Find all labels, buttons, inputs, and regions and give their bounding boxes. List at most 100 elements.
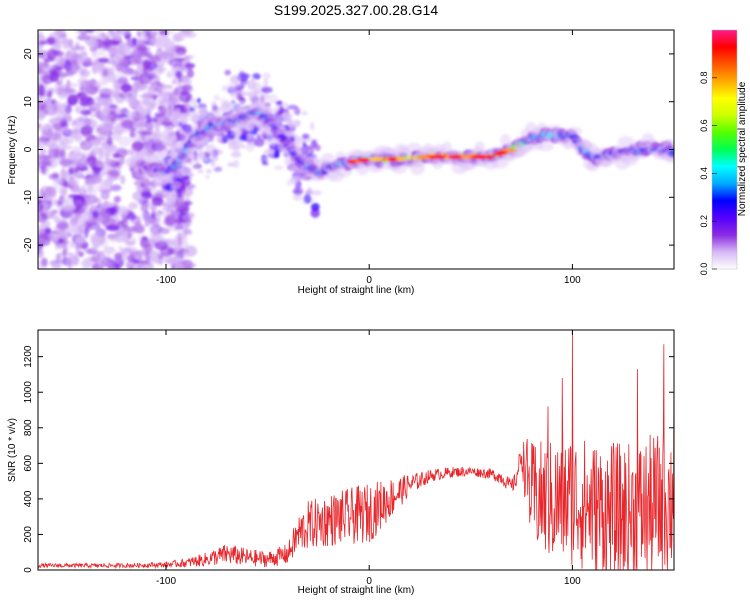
spectrogram-cell xyxy=(114,252,123,259)
snr-y-axis-label: SNR (10 * v/v) xyxy=(7,418,18,482)
spectrogram-cell xyxy=(78,30,89,36)
colorbar: 0.0 0.2 0.4 0.6 0.8 Normalized spectral ampl… xyxy=(699,29,748,276)
spectrogram-cell xyxy=(295,146,310,158)
spectrogram-cell xyxy=(39,200,53,210)
spectrogram-cell xyxy=(100,253,114,263)
snr-y-ticks: 0 200 400 600 800 1000 1200 xyxy=(23,345,674,573)
spectrogram-cell xyxy=(99,208,112,218)
spectrogram-cell xyxy=(140,211,147,218)
spectrogram-cell xyxy=(38,237,47,244)
spectrogram-cell xyxy=(96,163,106,168)
spectrogram-cell xyxy=(221,85,228,92)
spectrogram-cell xyxy=(174,57,186,62)
spectrogram-cell xyxy=(260,93,270,102)
spectrogram-cell xyxy=(86,96,93,102)
spectrogram-cell xyxy=(293,107,301,116)
spectrogram-cell xyxy=(252,73,261,80)
spectrogram-cell xyxy=(182,262,196,268)
spectrogram-cell xyxy=(109,184,122,192)
spectrogram-cell xyxy=(115,147,128,159)
spectrogram-cell xyxy=(204,151,211,158)
x-tick-label: 100 xyxy=(564,275,581,286)
spectrogram-cell xyxy=(224,69,231,76)
spectrogram-cell xyxy=(83,84,91,96)
spectrogram-cell xyxy=(135,220,142,230)
spectrogram-cell xyxy=(135,113,146,121)
spectrogram-cell xyxy=(173,218,184,224)
spectrogram-cell xyxy=(112,81,117,93)
spectrogram-cell xyxy=(183,31,197,38)
spectrogram-cell xyxy=(181,83,192,91)
spectrogram-cell xyxy=(230,99,236,105)
snr-x-ticks: -100 0 100 xyxy=(156,330,581,587)
spectrogram-cell xyxy=(104,158,117,166)
spectrogram-cell xyxy=(181,102,193,114)
spectrogram-y-ticks: -20 -10 0 10 20 xyxy=(23,48,674,252)
spectrogram-cell xyxy=(286,104,299,110)
spectrogram-cell xyxy=(40,51,49,56)
spectrogram-cell xyxy=(53,215,60,224)
spectrogram-cell xyxy=(39,265,48,269)
spectrogram-cell xyxy=(139,50,153,57)
spectrogram-cell xyxy=(86,30,95,34)
spectrogram-cell xyxy=(46,141,57,147)
spectrogram-cell xyxy=(140,190,152,199)
spectrogram-cell xyxy=(109,30,114,34)
spectrogram-cell xyxy=(197,151,206,158)
spectrogram-cell xyxy=(38,100,47,111)
spectrogram-cell xyxy=(46,36,55,45)
spectrogram-cell xyxy=(88,174,103,185)
y-tick-label: -20 xyxy=(23,237,34,252)
spectrogram-cell xyxy=(76,162,88,172)
spectrogram-cell xyxy=(139,263,151,269)
spectrogram-cell xyxy=(238,134,248,142)
y-tick-label: 600 xyxy=(23,455,34,472)
spectrogram-cell xyxy=(139,131,153,136)
colorbar-tick-label: 0.0 xyxy=(699,263,709,276)
spectrogram-cell xyxy=(42,54,48,61)
spectrogram-cell xyxy=(58,187,68,195)
y-tick-label: 0 xyxy=(23,567,34,573)
spectrogram-cell xyxy=(88,102,102,112)
spectrogram-cell xyxy=(186,68,194,79)
spectrogram-cell xyxy=(182,200,193,206)
spectrogram-cell xyxy=(41,257,48,267)
spectrogram-cell xyxy=(38,156,50,161)
spectrogram-cell xyxy=(53,229,62,242)
spectrogram-cell xyxy=(62,248,67,259)
spectrogram-cell xyxy=(122,219,129,228)
spectrogram-cell xyxy=(92,210,100,219)
spectrogram-y-axis-label: Frequency (Hz) xyxy=(7,116,18,185)
spectrogram-cell xyxy=(200,102,206,108)
spectrogram-cell xyxy=(263,78,269,87)
spectrogram-cell xyxy=(347,159,357,164)
spectrogram-cell xyxy=(183,54,195,60)
spectrogram-cell xyxy=(128,250,142,255)
spectrogram-cell xyxy=(80,260,90,267)
spectrogram-cell xyxy=(174,224,184,231)
spectrogram-cell xyxy=(262,72,271,80)
spectrogram-cell xyxy=(72,51,80,62)
spectrogram-cell xyxy=(256,134,261,140)
spectrogram-cell xyxy=(358,157,370,162)
spectrogram-cell xyxy=(67,178,79,186)
spectrogram-cell xyxy=(127,102,139,107)
spectrogram-cell xyxy=(80,125,94,136)
spectrogram-cell xyxy=(100,76,109,86)
spectrogram-cell xyxy=(156,90,164,98)
spectrogram-cell xyxy=(62,203,76,212)
spectrogram-marks xyxy=(38,30,674,269)
colorbar-gradient xyxy=(712,30,737,269)
spectrogram-cell xyxy=(62,38,70,50)
spectrogram-cell xyxy=(164,84,174,90)
spectrogram-cell xyxy=(95,156,104,165)
spectrogram-cell xyxy=(173,202,186,211)
spectrogram-cell xyxy=(91,189,98,196)
spectrogram-cell xyxy=(91,64,102,74)
spectrogram-cell xyxy=(67,254,80,266)
spectrogram-cell xyxy=(141,235,148,241)
spectrogram-cell xyxy=(167,256,182,263)
spectrogram-cell xyxy=(213,166,223,172)
y-tick-label: -10 xyxy=(23,190,34,205)
spectrogram-cell xyxy=(47,90,52,99)
